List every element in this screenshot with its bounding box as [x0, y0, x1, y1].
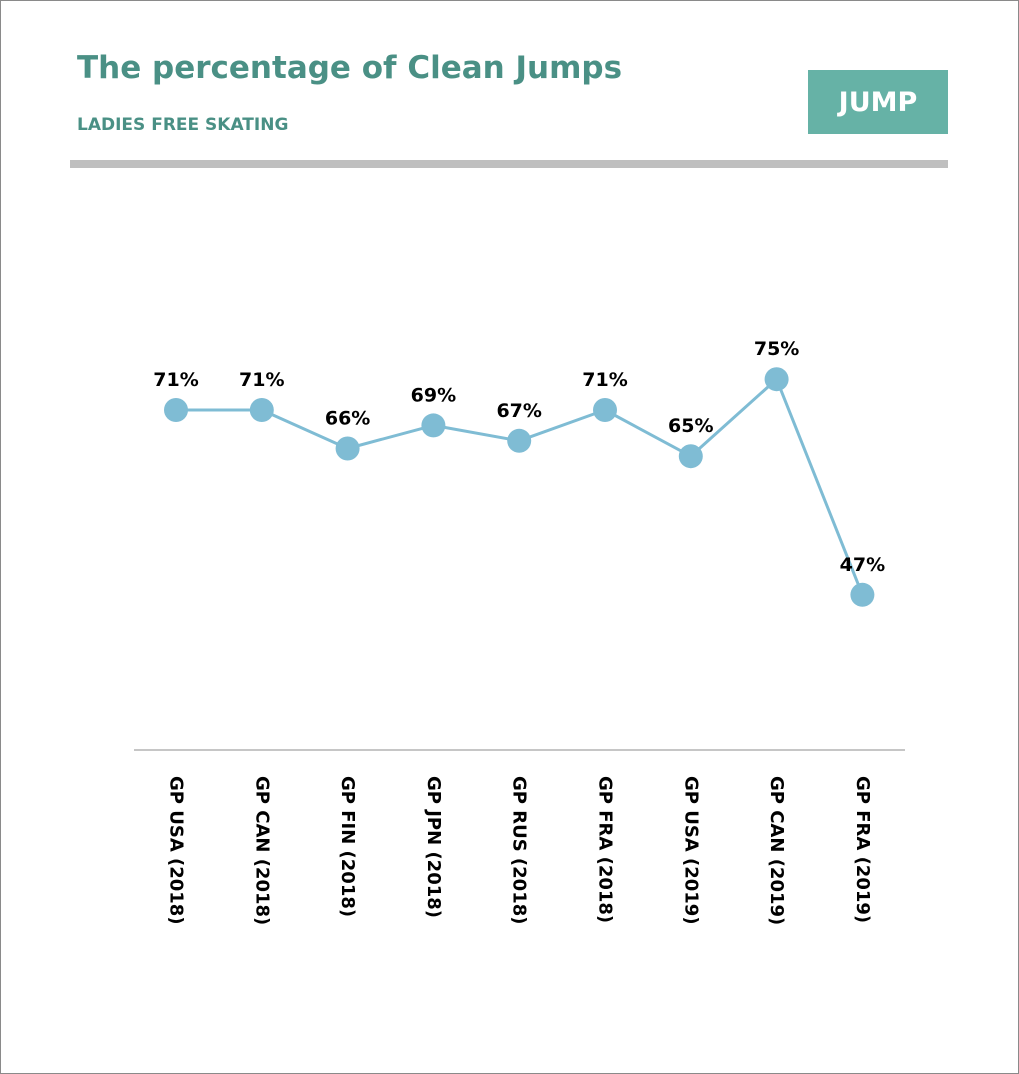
data-label: 71%: [153, 369, 198, 391]
data-label: 71%: [582, 369, 627, 391]
x-tick-label: GP JPN (2018): [423, 776, 444, 918]
data-point: [335, 436, 360, 461]
jump-badge: JUMP: [808, 70, 948, 134]
x-tick-label: GP USA (2019): [680, 776, 701, 925]
data-label: 65%: [668, 415, 713, 437]
chart-subtitle: LADIES FREE SKATING: [77, 115, 289, 135]
data-label: 67%: [496, 400, 541, 422]
data-label: 69%: [411, 384, 456, 406]
x-tick-label: GP RUS (2018): [509, 776, 530, 925]
data-label: 47%: [840, 554, 885, 576]
data-point: [764, 367, 789, 392]
x-tick-label: GP CAN (2019): [766, 776, 787, 925]
x-tick-label: GP FRA (2018): [595, 776, 616, 923]
data-label: 75%: [754, 338, 799, 360]
data-point: [249, 398, 274, 422]
data-point: [164, 398, 188, 422]
data-point: [507, 428, 532, 453]
data-point: [678, 444, 703, 469]
x-tick-label: GP FRA (2019): [852, 776, 873, 923]
x-tick-label: GP FIN (2018): [337, 776, 358, 917]
x-tick-label: GP USA (2018): [166, 776, 187, 925]
x-tick-label: GP CAN (2018): [251, 776, 272, 925]
data-point: [593, 398, 617, 422]
data-point: [421, 413, 446, 438]
data-label: 71%: [239, 369, 284, 391]
chart-title: The percentage of Clean Jumps: [77, 50, 623, 86]
data-point: [850, 582, 875, 607]
data-label: 66%: [325, 408, 370, 430]
header-divider: [70, 160, 948, 168]
